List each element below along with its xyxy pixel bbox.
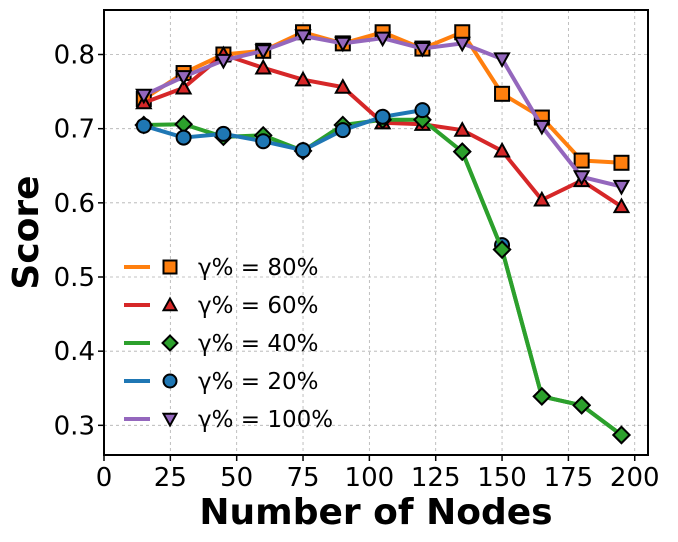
y-tick-label: 0.7	[54, 115, 95, 145]
data-point	[492, 240, 512, 260]
legend-label: γ% = 60%	[198, 293, 318, 319]
legend-item: γ% = 60%	[124, 293, 318, 319]
x-axis-title: Number of Nodes	[199, 492, 552, 533]
data-point	[215, 125, 232, 142]
data-point	[533, 190, 551, 207]
legend-label: γ% = 40%	[198, 331, 318, 357]
data-point	[214, 53, 233, 70]
legend-marker	[162, 373, 178, 389]
series-triangle-down	[135, 29, 631, 196]
data-point	[493, 141, 511, 158]
data-point	[572, 170, 591, 186]
plot-frame	[103, 9, 649, 456]
legend: γ% = 80% γ% = 60% γ% = 40% γ% = 20% γ% = 100…	[124, 255, 333, 433]
data-point	[452, 142, 472, 162]
axes	[98, 9, 649, 461]
legend-item: γ% = 20%	[124, 369, 318, 395]
series-layer	[134, 24, 631, 445]
data-point	[295, 142, 312, 159]
x-tick-label: 25	[154, 463, 187, 493]
data-point	[135, 117, 152, 134]
data-point	[174, 70, 193, 86]
series-diamond-overlay	[452, 142, 631, 445]
data-point	[611, 425, 631, 445]
x-tick-label: 150	[477, 463, 527, 493]
data-point	[254, 44, 272, 60]
data-point	[573, 152, 590, 169]
data-point	[254, 58, 272, 75]
legend-item: γ% = 80%	[124, 255, 318, 281]
y-tick-label: 0.8	[54, 41, 95, 71]
legend-marker	[161, 334, 179, 352]
data-point	[334, 122, 351, 139]
data-point	[334, 78, 352, 94]
series-line	[143, 52, 623, 209]
data-point	[374, 108, 391, 125]
data-point	[612, 197, 631, 214]
legend-marker	[162, 259, 178, 275]
data-point	[453, 121, 471, 137]
data-point	[334, 36, 352, 53]
data-point	[255, 133, 272, 150]
data-point	[613, 154, 630, 171]
legend-label: γ% = 100%	[198, 407, 333, 433]
x-tick-label: 125	[411, 463, 461, 493]
legend-label: γ% = 20%	[198, 369, 318, 395]
x-tick-label: 50	[220, 463, 253, 493]
legend-item: γ% = 40%	[124, 331, 318, 357]
y-axis-title: Score	[6, 175, 47, 289]
data-point	[453, 36, 471, 53]
data-point	[493, 52, 511, 69]
data-point	[373, 31, 392, 48]
data-point	[294, 70, 312, 87]
data-point	[612, 179, 631, 196]
y-tick-label: 0.4	[54, 337, 95, 367]
legend-marker	[161, 296, 179, 312]
data-point	[413, 41, 432, 58]
data-point	[572, 395, 592, 415]
legend-marker	[161, 412, 179, 428]
data-point	[135, 88, 153, 105]
x-tick-labels: 0 25 50 75 100 125 150 175 200	[96, 463, 660, 493]
data-point	[414, 102, 431, 119]
legend-label: γ% = 80%	[198, 255, 318, 281]
series-circle	[135, 102, 431, 159]
data-point	[533, 119, 551, 136]
data-point	[494, 85, 511, 102]
x-tick-label: 75	[286, 463, 319, 493]
data-point	[175, 129, 192, 146]
y-tick-labels: 0.3 0.4 0.5 0.6 0.7 0.8	[54, 41, 95, 442]
y-tick-label: 0.3	[54, 411, 95, 441]
data-point	[294, 29, 312, 46]
x-tick-label: 175	[544, 463, 594, 493]
x-tick-label: 100	[345, 463, 395, 493]
x-tick-label: 0	[96, 463, 113, 493]
x-tick-label: 200	[610, 463, 660, 493]
legend-item: γ% = 100%	[124, 407, 333, 433]
y-tick-label: 0.6	[54, 189, 95, 219]
y-tick-label: 0.5	[54, 263, 95, 293]
data-point	[174, 78, 193, 95]
data-point	[532, 386, 552, 406]
